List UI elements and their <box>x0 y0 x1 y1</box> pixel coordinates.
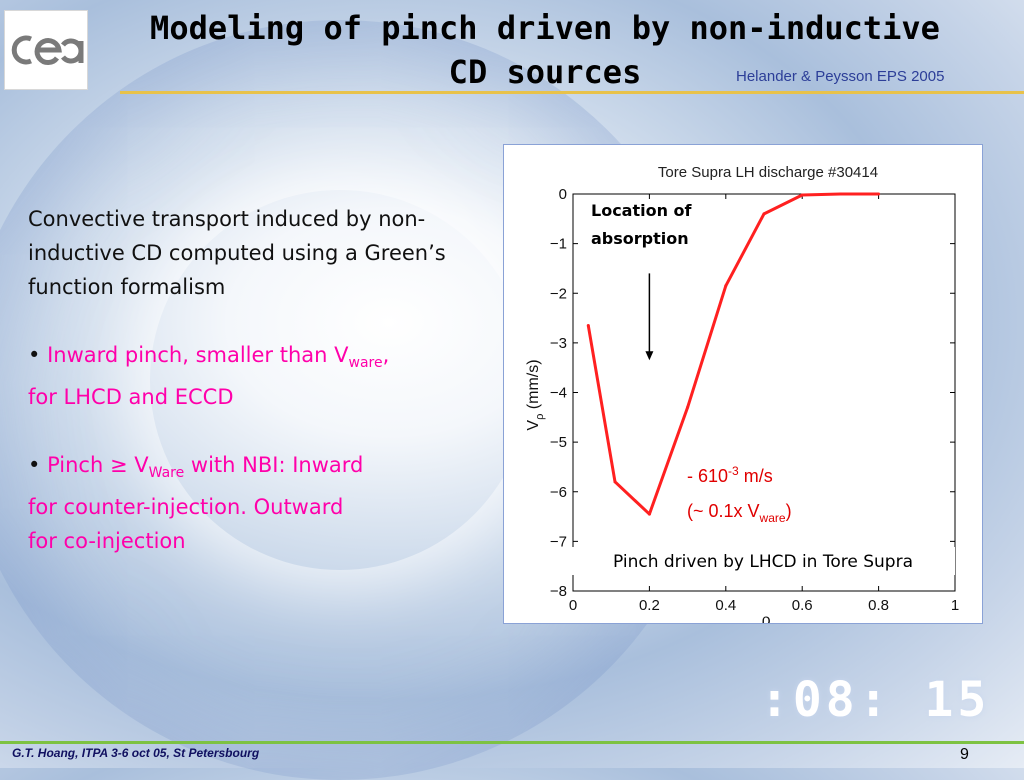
chart-panel: Tore Supra LH discharge #30414 0 0.2 0.4 0.… <box>503 144 983 629</box>
spacer <box>28 304 488 338</box>
data-point <box>877 192 881 196</box>
x-axis-label: ρ <box>761 612 770 623</box>
bullet-2: • Pinch ≥ VWare with NBI: Inward for cou… <box>28 448 488 558</box>
bullet-2-rest: with NBI: Inward <box>184 453 364 478</box>
pinch-value-prefix: - 610 <box>687 466 728 486</box>
pinch-velocity-chart: Tore Supra LH discharge #30414 0 0.2 0.4 0.… <box>525 164 959 629</box>
series-group <box>586 192 881 516</box>
slide-title: Modeling of pinch driven by non-inductiv… <box>120 6 970 94</box>
background-clock-readout: :08: 15 <box>760 672 991 728</box>
intro-paragraph: Convective transport induced by non-indu… <box>28 207 446 299</box>
footer-credit: G.T. Hoang, ITPA 3-6 oct 05, St Petersbo… <box>12 746 260 760</box>
x-tick-label: 0.8 <box>868 597 889 614</box>
bullet-2-symbol: ≥ <box>109 453 128 478</box>
pinch-ratio-annotation: (~ 0.1x Vware) <box>687 501 792 525</box>
data-point <box>762 212 766 216</box>
pinch-ratio-subscript: ware <box>759 511 786 525</box>
absorption-label-line1: Location of <box>591 201 693 220</box>
y-axis-label: Vρ (mm/s) <box>525 359 546 430</box>
y-tick-label: −7 <box>550 533 567 550</box>
chart-title: Tore Supra LH discharge #30414 <box>658 164 878 181</box>
bullet-1-subscript: ware <box>348 355 383 372</box>
data-point <box>724 284 728 288</box>
bullet-2-v: V <box>134 453 149 478</box>
slide-title-line1: Modeling of pinch driven by non-inductiv… <box>150 9 940 47</box>
cea-logo <box>4 10 88 90</box>
bullet-1-text: Inward pinch, smaller than V <box>47 343 349 367</box>
data-point <box>838 192 842 196</box>
x-tick-label: 1 <box>951 597 959 614</box>
spacer <box>28 414 488 448</box>
x-tick-label: 0.6 <box>792 597 813 614</box>
y-tick-label: −2 <box>550 285 567 302</box>
reference-citation: Helander & Peysson EPS 2005 <box>736 68 945 85</box>
title-underline <box>120 91 1024 94</box>
bullet-1-tail: for LHCD and ECCD <box>28 385 234 410</box>
pinch-value-annotation: - 610-3 m/s <box>687 464 773 486</box>
pinch-ratio-suffix: ) <box>786 501 792 521</box>
data-point <box>686 405 690 409</box>
x-tick-label: 0.2 <box>639 597 660 614</box>
bullet-1: • Inward pinch, smaller than Vware, for … <box>28 338 488 414</box>
y-axis-label-unit: (mm/s) <box>525 359 542 413</box>
absorption-label-line2: absorption <box>591 229 689 248</box>
y-tick-label: −4 <box>550 385 567 402</box>
cea-logo-mark <box>11 35 84 66</box>
y-tick-label: 0 <box>559 186 567 203</box>
y-tick-label: −8 <box>550 583 567 600</box>
y-tick-label: −3 <box>550 335 567 352</box>
page-number: 9 <box>960 746 969 763</box>
data-point <box>613 480 617 484</box>
y-tick-label: −5 <box>550 434 567 451</box>
bullet-2-text: Pinch <box>47 453 104 478</box>
y-tick-label: −6 <box>550 484 567 501</box>
data-point <box>586 324 590 328</box>
bullet-2-subscript: Ware <box>148 465 185 482</box>
y-axis-label-subscript: ρ <box>534 414 546 420</box>
slide-title-line2: CD sources <box>448 53 642 91</box>
bullet-2-marker: • <box>28 453 41 478</box>
arrow-head <box>645 351 654 361</box>
y-tick-label: −1 <box>550 236 567 253</box>
caption-background <box>571 547 955 575</box>
bullet-1-marker: • <box>28 343 41 367</box>
chart-caption: Pinch driven by LHCD in Tore Supra <box>613 552 913 572</box>
pinch-value-exponent: -3 <box>728 464 739 478</box>
absorption-arrow <box>645 273 654 361</box>
pinch-ratio-prefix: (~ 0.1x V <box>687 501 760 521</box>
footer-rule <box>0 741 1024 744</box>
pinch-value-unit: m/s <box>739 466 773 486</box>
y-axis-label-main: V <box>525 420 542 431</box>
axis-ticks: 0 0.2 0.4 0.6 0.8 1 0 −1 −2 −3 −4 −5 −6 −7 −8 <box>550 186 959 614</box>
slide-body: Convective transport induced by non-indu… <box>28 202 488 558</box>
plot-frame <box>572 193 956 592</box>
x-tick-label: 0.4 <box>715 597 736 614</box>
data-point <box>647 512 651 516</box>
data-point <box>800 193 804 197</box>
bullet-2-tail-2: for co-injection <box>28 529 186 554</box>
bullet-1-comma: , <box>382 343 390 367</box>
bullet-2-tail-1: for counter-injection. Outward <box>28 495 344 520</box>
x-tick-label: 0 <box>569 597 577 614</box>
